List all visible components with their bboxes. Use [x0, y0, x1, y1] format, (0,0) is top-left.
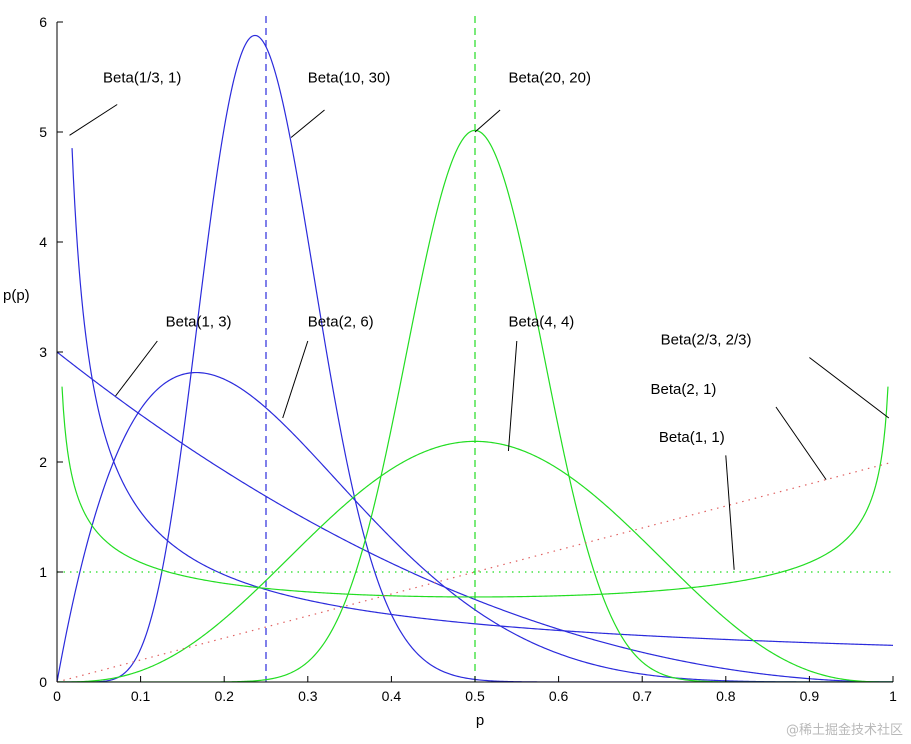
x-tick-label: 1 — [889, 688, 897, 704]
annotation-leader — [69, 104, 118, 136]
series-label: Beta(4, 4) — [508, 314, 574, 331]
annotation-leader — [725, 455, 735, 570]
y-tick-label: 5 — [39, 124, 47, 140]
annotation-leader — [507, 340, 518, 452]
annotation-leader — [115, 340, 158, 397]
y-axis-label: p(p) — [3, 287, 30, 304]
series-line-5 — [57, 440, 893, 682]
y-tick-label: 2 — [39, 454, 47, 470]
series-label: Beta(1/3, 1) — [103, 70, 181, 87]
annotation-leader — [809, 357, 890, 419]
x-tick-label: 0 — [53, 688, 61, 704]
mean-lines — [265, 16, 476, 682]
annotation-leader — [282, 340, 309, 419]
series-label: Beta(1, 3) — [166, 314, 232, 331]
x-tick-label: 0.9 — [800, 688, 820, 704]
series-label: Beta(2, 1) — [651, 381, 717, 398]
x-tick-label: 0.3 — [298, 688, 318, 704]
y-tick-label: 6 — [39, 14, 47, 30]
x-tick-label: 0.6 — [549, 688, 569, 704]
x-tick-label: 0.7 — [632, 688, 652, 704]
annotation-leader — [775, 406, 827, 480]
curve-annotations: Beta(1/3, 1) Beta(10, 30) Beta(20, 20) Beta… — [69, 70, 890, 570]
series-line-2 — [57, 351, 893, 682]
series-line-0 — [71, 148, 893, 646]
series-line-6 — [61, 386, 889, 598]
x-tick-label: 0.5 — [465, 688, 485, 704]
annotation-leader — [474, 109, 501, 133]
series-label: Beta(2, 6) — [308, 314, 374, 331]
series-label: Beta(20, 20) — [508, 70, 591, 87]
series-line-7 — [57, 461, 893, 682]
axes: 0 0.1 0.2 0.3 0.4 0.5 0.6 0.7 0.8 0.9 1 0 1 2 3 4 5 6 — [39, 14, 897, 704]
series-label: Beta(10, 30) — [308, 70, 391, 87]
y-tick-label: 1 — [39, 564, 47, 580]
x-axis-label: p — [476, 712, 484, 729]
x-tick-label: 0.2 — [214, 688, 234, 704]
series-label: Beta(2/3, 2/3) — [661, 331, 752, 348]
y-tick-label: 3 — [39, 344, 47, 360]
watermark: @稀土掘金技术社区 — [785, 723, 903, 738]
x-tick-label: 0.4 — [382, 688, 402, 704]
y-tick-label: 4 — [39, 234, 47, 250]
x-tick-label: 0.1 — [131, 688, 151, 704]
y-tick-label: 0 — [39, 674, 47, 690]
x-tick-label: 0.8 — [716, 688, 736, 704]
annotation-leader — [290, 109, 325, 138]
series-label: Beta(1, 1) — [659, 429, 725, 446]
